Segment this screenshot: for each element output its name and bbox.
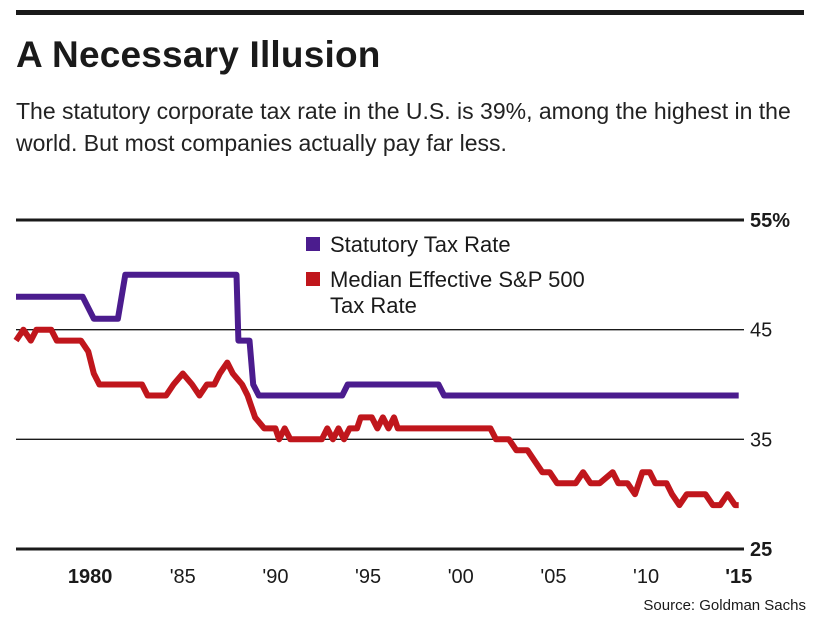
legend-label-effective: Median Effective S&P 500 Tax Rate: [330, 267, 591, 318]
legend-swatch-effective: [306, 272, 320, 286]
y-tick-label-25: 25: [750, 539, 772, 561]
chart-subtitle: The statutory corporate tax rate in the …: [16, 98, 791, 156]
series-line-effective: [13, 326, 739, 509]
x-tick-label-2015: '15: [725, 566, 752, 588]
series-lines: [13, 271, 739, 509]
x-tick-label-2000: '00: [448, 566, 474, 588]
source-note: Source: Goldman Sachs: [643, 597, 806, 614]
y-axis-labels: 55% 45 35 25: [750, 210, 790, 561]
x-tick-label-2005: '05: [540, 566, 566, 588]
gridlines: [16, 218, 744, 551]
x-tick-label-2010: '10: [633, 566, 659, 588]
chart-title: A Necessary Illusion: [16, 34, 381, 75]
legend-swatch-statutory: [306, 237, 320, 251]
x-axis-labels: 1980 '85 '90 '95 '00 '05 '10 '15: [68, 566, 752, 588]
legend-label-effective-line1: Median Effective S&P 500: [330, 267, 585, 292]
x-tick-label-1980: 1980: [68, 566, 113, 588]
y-tick-label-55: 55%: [750, 210, 790, 232]
x-tick-label-1985: '85: [170, 566, 196, 588]
y-tick-label-45: 45: [750, 320, 772, 342]
top-rule: [16, 10, 804, 15]
legend: Statutory Tax Rate Median Effective S&P …: [306, 232, 591, 318]
y-tick-label-35: 35: [750, 429, 772, 451]
series-line-statutory: [16, 271, 739, 399]
x-tick-label-1995: '95: [355, 566, 381, 588]
legend-label-effective-line2: Tax Rate: [330, 293, 417, 318]
x-tick-label-1990: '90: [262, 566, 288, 588]
legend-label-statutory: Statutory Tax Rate: [330, 232, 511, 257]
